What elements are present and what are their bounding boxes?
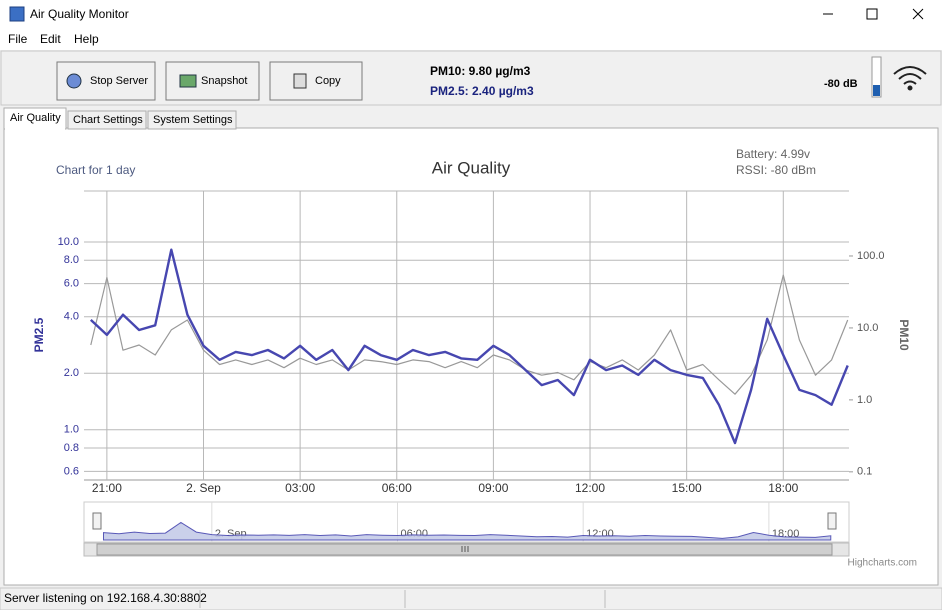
window-title: Air Quality Monitor bbox=[30, 7, 129, 21]
copy-button[interactable]: Copy bbox=[269, 61, 363, 101]
x-tick-label: 21:00 bbox=[92, 481, 122, 495]
series-line bbox=[90, 274, 849, 395]
y-tick-label: 6.0 bbox=[64, 278, 79, 290]
y-tick-label: 10.0 bbox=[58, 236, 79, 248]
y2-tick-label: 1.0 bbox=[857, 394, 872, 406]
wifi-icon bbox=[893, 66, 927, 91]
y-tick-label: 0.6 bbox=[64, 465, 79, 477]
maximize-button[interactable] bbox=[866, 8, 878, 20]
y-axis-title: PM2.5 bbox=[32, 317, 46, 352]
menu-bar bbox=[0, 30, 942, 50]
stop-server-button[interactable]: Stop Server bbox=[56, 61, 156, 101]
y2-tick-label: 10.0 bbox=[857, 322, 878, 334]
tab[interactable] bbox=[67, 110, 147, 130]
signal-bar-fill bbox=[873, 85, 880, 96]
menu-item[interactable]: Edit bbox=[40, 32, 61, 46]
y2-tick-label: 0.1 bbox=[857, 466, 872, 478]
x-tick-label: 09:00 bbox=[478, 481, 508, 495]
menu-item[interactable]: File bbox=[8, 32, 28, 46]
annotation: Battery: 4.99v bbox=[736, 147, 810, 161]
button-label: Copy bbox=[315, 75, 341, 87]
status-bar bbox=[0, 587, 942, 610]
y-tick-label: 1.0 bbox=[64, 424, 79, 436]
status-text: Server listening on 192.168.4.30:8802 bbox=[4, 591, 207, 605]
pm10-reading: PM10: 9.80 µg/m3 bbox=[430, 64, 531, 78]
button-label: Snapshot bbox=[201, 75, 247, 87]
navigator-area bbox=[102, 521, 832, 541]
tab-join bbox=[5, 126, 65, 130]
signal-bar bbox=[871, 56, 882, 98]
navigator-handle[interactable] bbox=[827, 512, 837, 530]
status-separators bbox=[199, 590, 606, 608]
snapshot-button[interactable]: Snapshot bbox=[165, 61, 260, 101]
signal-level: -80 dB bbox=[824, 78, 858, 90]
scrollbar-grip bbox=[461, 546, 469, 552]
x-tick-label: 03:00 bbox=[285, 481, 315, 495]
toolbar bbox=[0, 50, 942, 106]
x-tick-label: 06:00 bbox=[382, 481, 412, 495]
pm25-reading: PM2.5: 2.40 µg/m3 bbox=[430, 84, 534, 98]
chart-subtitle: Chart for 1 day bbox=[56, 163, 135, 177]
series-line bbox=[89, 248, 849, 445]
y2-tick-label: 100.0 bbox=[857, 250, 885, 262]
menu-item[interactable]: Help bbox=[74, 32, 99, 46]
chart-title: Air Quality bbox=[432, 158, 511, 177]
tab-label: System Settings bbox=[153, 114, 233, 126]
title-bar bbox=[0, 0, 942, 30]
y-tick-label: 2.0 bbox=[64, 367, 79, 379]
y-tick-label: 0.8 bbox=[64, 442, 79, 454]
y-tick-label: 8.0 bbox=[64, 254, 79, 266]
app-icon bbox=[9, 6, 25, 22]
navigator-handle[interactable] bbox=[92, 512, 102, 530]
y2-axis-title: PM10 bbox=[897, 319, 911, 351]
tab-label: Chart Settings bbox=[73, 114, 143, 126]
y-tick-label: 4.0 bbox=[64, 311, 79, 323]
close-button[interactable] bbox=[912, 8, 924, 20]
button-label: Stop Server bbox=[90, 75, 148, 87]
tab-label: Air Quality bbox=[10, 112, 61, 124]
x-tick-label: 2. Sep bbox=[186, 481, 221, 495]
x-tick-label: 15:00 bbox=[672, 481, 702, 495]
annotation: RSSI: -80 dBm bbox=[736, 163, 816, 177]
tab[interactable] bbox=[147, 110, 237, 130]
x-tick-label: 18:00 bbox=[768, 481, 798, 495]
credits[interactable]: Highcharts.com bbox=[848, 558, 917, 569]
x-tick-label: 12:00 bbox=[575, 481, 605, 495]
